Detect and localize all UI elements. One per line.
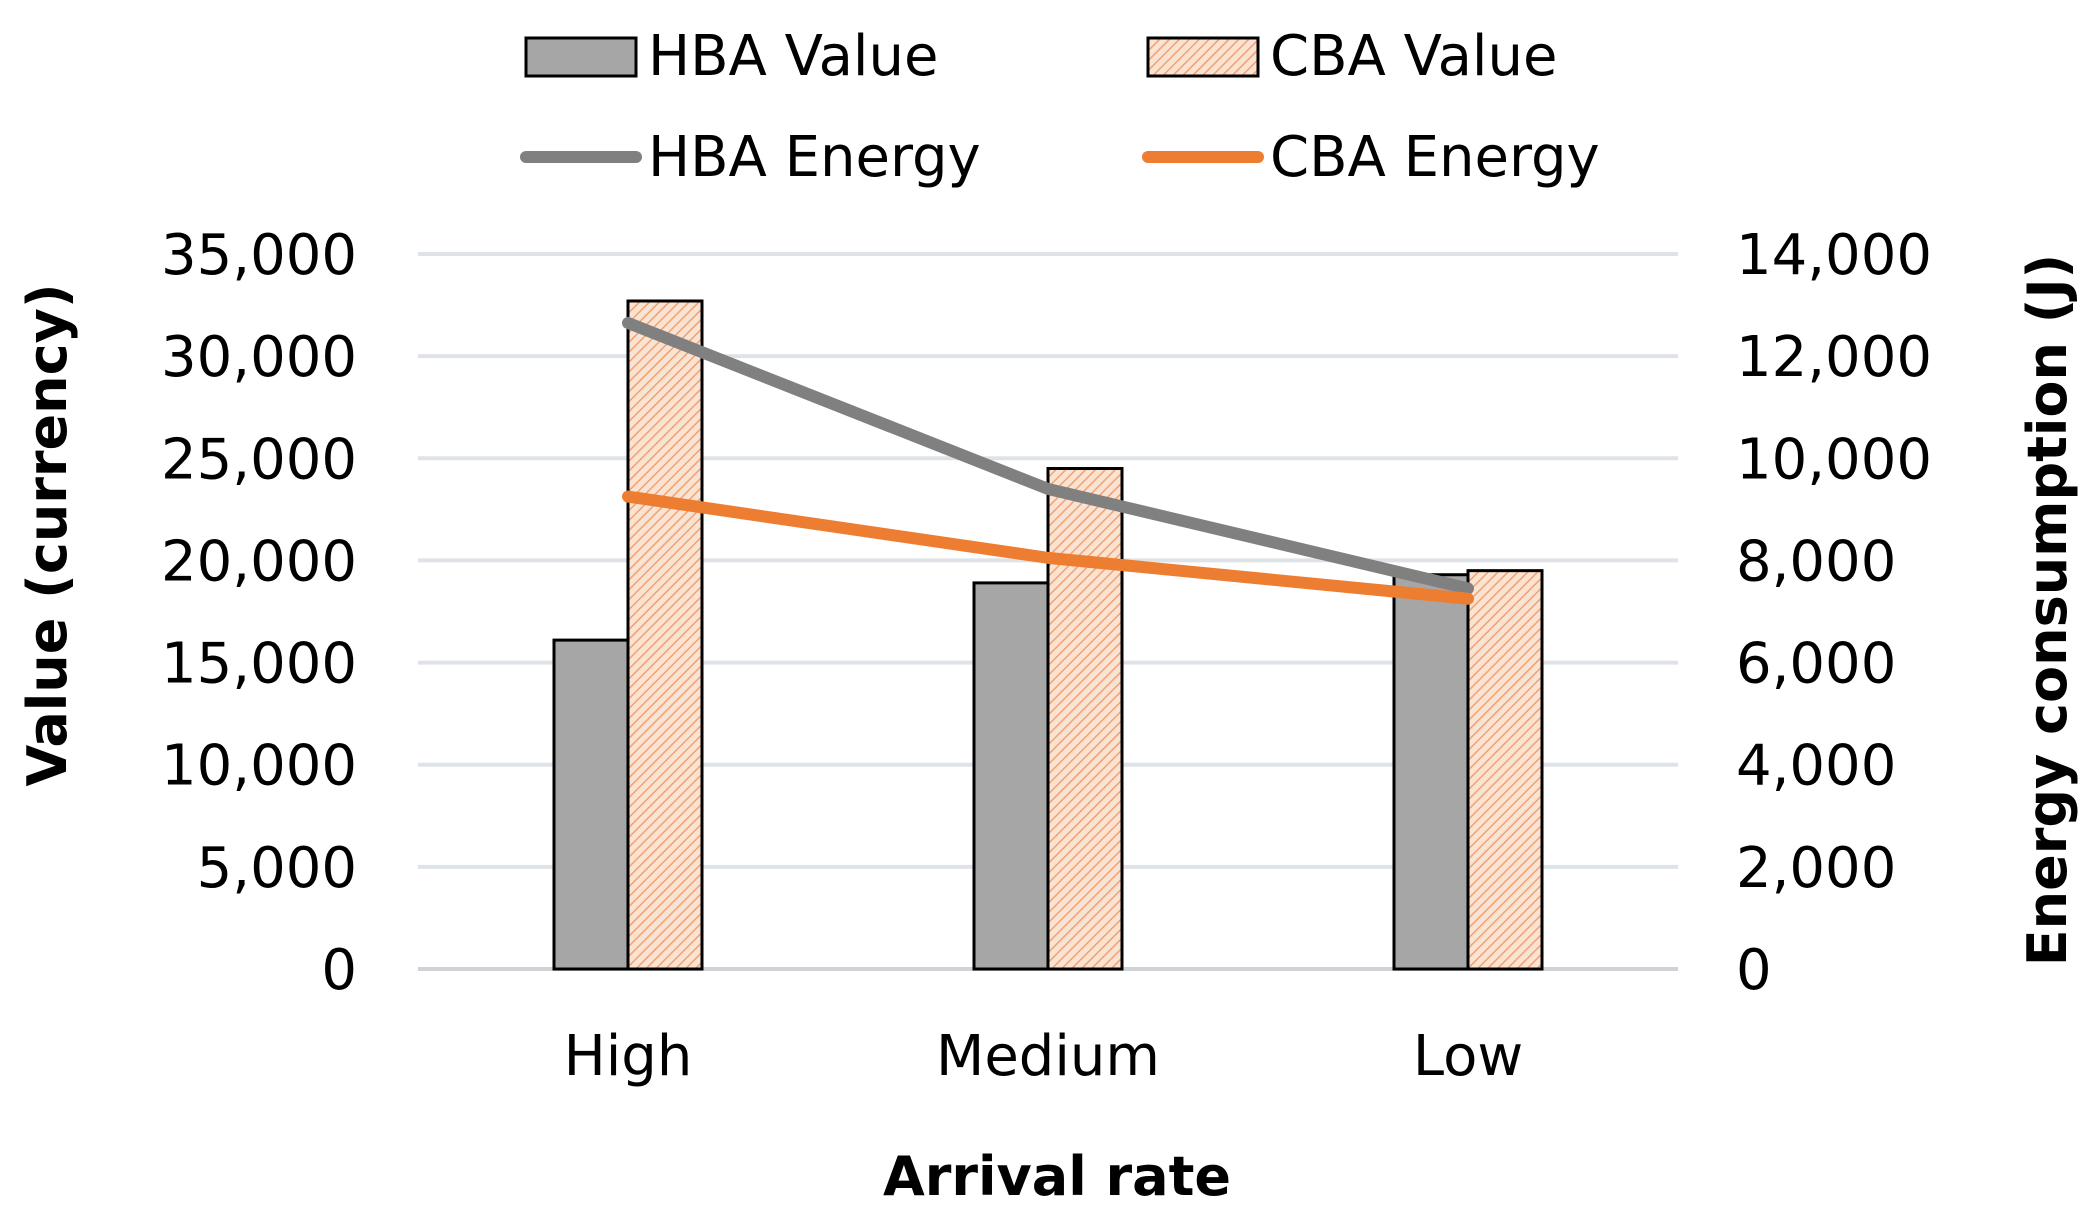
- y-tick-label: 5,000: [197, 836, 357, 901]
- y-tick-label: 0: [321, 938, 357, 1003]
- y2-tick-label: 4,000: [1736, 734, 1896, 799]
- bar-cba-value-medium[interactable]: [1046, 467, 1124, 971]
- bar-hba-value-high[interactable]: [552, 638, 630, 971]
- y-tick-label: 20,000: [161, 529, 357, 594]
- legend-swatch-cba-value: [1146, 36, 1260, 78]
- legend-label-cba-energy: CBA Energy: [1270, 125, 1600, 190]
- line-hba-energy[interactable]: [622, 316, 1474, 595]
- bar-cba-value-high[interactable]: [626, 299, 704, 971]
- legend-item-hba-energy[interactable]: HBA Energy: [520, 125, 981, 190]
- legend-item-hba-value[interactable]: HBA Value: [524, 24, 938, 89]
- bar-hba-value-medium[interactable]: [972, 581, 1050, 971]
- y2-tick-label: 10,000: [1736, 427, 1932, 492]
- line-cba-energy[interactable]: [622, 490, 1474, 605]
- legend-label-hba-value: HBA Value: [648, 24, 938, 89]
- legend: HBA Value CBA Value HBA Energy CBA Energ…: [520, 24, 1600, 190]
- bar-cba-value-low[interactable]: [1466, 569, 1544, 971]
- y-tick-label: 15,000: [161, 632, 357, 697]
- y2-tick-label: 12,000: [1736, 325, 1932, 390]
- energy-lines: [622, 316, 1474, 605]
- left-axis-ticks: 0 5,000 10,000 15,000 20,000 25,000 30,000 35,0…: [161, 223, 357, 1003]
- y-tick-label: 35,000: [161, 223, 357, 288]
- x-tick-label: Low: [1413, 1024, 1523, 1089]
- bar-hba-value-low[interactable]: [1392, 573, 1470, 971]
- right-axis-ticks: 0 2,000 4,000 6,000 8,000 10,000 12,000 14,000: [1736, 223, 1932, 1003]
- x-tick-label: High: [564, 1024, 693, 1089]
- legend-label-cba-value: CBA Value: [1270, 24, 1557, 89]
- y2-tick-label: 2,000: [1736, 836, 1896, 901]
- legend-item-cba-energy[interactable]: CBA Energy: [1142, 125, 1600, 190]
- y-tick-label: 30,000: [161, 325, 357, 390]
- y2-tick-label: 14,000: [1736, 223, 1932, 288]
- y2-tick-label: 6,000: [1736, 632, 1896, 697]
- bars: [552, 299, 1544, 971]
- legend-label-hba-energy: HBA Energy: [648, 125, 981, 190]
- x-axis-title: Arrival rate: [883, 1145, 1231, 1208]
- category-labels: High Medium Low: [564, 1024, 1524, 1089]
- y2-tick-label: 0: [1736, 938, 1772, 1003]
- y-axis-title: Value (currency): [16, 283, 79, 786]
- legend-item-cba-value[interactable]: CBA Value: [1146, 24, 1557, 89]
- y-tick-label: 10,000: [161, 734, 357, 799]
- y2-tick-label: 8,000: [1736, 529, 1896, 594]
- legend-swatch-hba-value: [524, 36, 638, 78]
- y2-axis-title: Energy consumption (J): [2016, 254, 2079, 966]
- x-tick-label: Medium: [936, 1024, 1160, 1089]
- y-tick-label: 25,000: [161, 427, 357, 492]
